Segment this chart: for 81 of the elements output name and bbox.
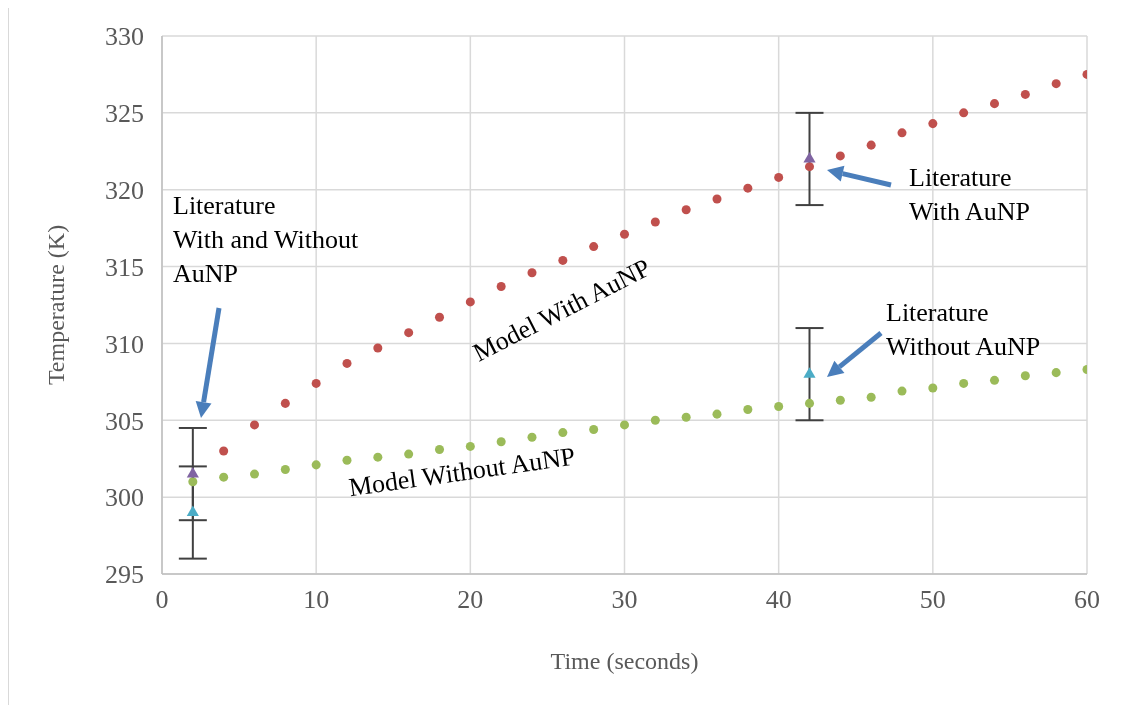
- y-tick-label: 320: [105, 175, 144, 205]
- point: [465, 297, 475, 307]
- x-tick-label: 60: [1074, 585, 1100, 615]
- point: [527, 268, 537, 278]
- point: [803, 367, 816, 378]
- point: [249, 420, 260, 430]
- point: [219, 472, 229, 482]
- y-tick-label: 310: [105, 329, 144, 359]
- point: [804, 398, 815, 408]
- x-tick-label: 40: [765, 585, 792, 615]
- point: [774, 172, 784, 182]
- point: [712, 409, 722, 419]
- point: [619, 229, 630, 239]
- point: [681, 412, 691, 422]
- point: [989, 99, 1000, 109]
- point: [249, 469, 260, 479]
- point: [989, 375, 1000, 385]
- annotation: Literature Without AuNP: [886, 298, 1041, 361]
- point: [342, 358, 352, 368]
- point: [373, 343, 383, 353]
- point: [219, 446, 229, 456]
- point: [897, 386, 907, 396]
- point: [1020, 89, 1030, 99]
- point: [280, 398, 290, 408]
- x-tick-label: 50: [919, 585, 946, 615]
- point: [434, 444, 445, 454]
- point: [1051, 79, 1061, 89]
- point: [959, 378, 969, 388]
- point: [186, 505, 199, 517]
- point: [186, 467, 199, 478]
- point: [404, 328, 414, 338]
- point: [866, 140, 876, 150]
- point: [959, 108, 969, 118]
- point: [434, 312, 445, 322]
- point: [1020, 371, 1030, 381]
- point: [496, 282, 506, 292]
- point: [342, 455, 352, 465]
- point: [835, 151, 845, 161]
- x-tick-label: 0: [155, 585, 169, 615]
- point: [928, 383, 938, 393]
- point: [188, 477, 198, 487]
- point: [619, 420, 630, 430]
- point: [558, 428, 568, 438]
- annotation: Literature With AuNP: [909, 163, 1031, 226]
- point: [373, 452, 383, 462]
- x-tick-label: 30: [611, 585, 638, 615]
- point: [589, 425, 599, 435]
- point: [1051, 368, 1061, 378]
- point: [280, 464, 290, 474]
- text: Model Without AuNP: [346, 441, 577, 503]
- y-tick-label: 315: [105, 252, 144, 282]
- point: [650, 217, 660, 227]
- point: [866, 392, 876, 402]
- point: [774, 401, 784, 411]
- y-axis-title: Temperature (K): [43, 224, 69, 386]
- x-tick-label: 10: [303, 585, 330, 615]
- point: [404, 449, 414, 459]
- point: [496, 437, 506, 447]
- point: [465, 441, 475, 451]
- x-axis-title: Time (seconds): [550, 648, 699, 674]
- y-tick-label: 305: [105, 406, 144, 436]
- point: [835, 395, 845, 405]
- point: [589, 242, 599, 252]
- y-tick-label: 330: [105, 22, 144, 52]
- point: [743, 405, 753, 415]
- x-tick-label: 20: [457, 585, 484, 615]
- point: [311, 378, 321, 388]
- point: [558, 255, 568, 265]
- point: [311, 460, 321, 470]
- point: [897, 128, 907, 138]
- y-tick-label: 325: [105, 99, 144, 129]
- y-tick-label: 300: [105, 483, 144, 513]
- annotation: Literature With and Without AuNP: [173, 191, 359, 288]
- y-tick-label: 295: [105, 560, 144, 590]
- point: [650, 415, 660, 425]
- point: [712, 194, 722, 204]
- point: [804, 162, 815, 172]
- point: [743, 183, 753, 193]
- point: [928, 119, 938, 129]
- point: [527, 432, 537, 442]
- point: [681, 205, 691, 215]
